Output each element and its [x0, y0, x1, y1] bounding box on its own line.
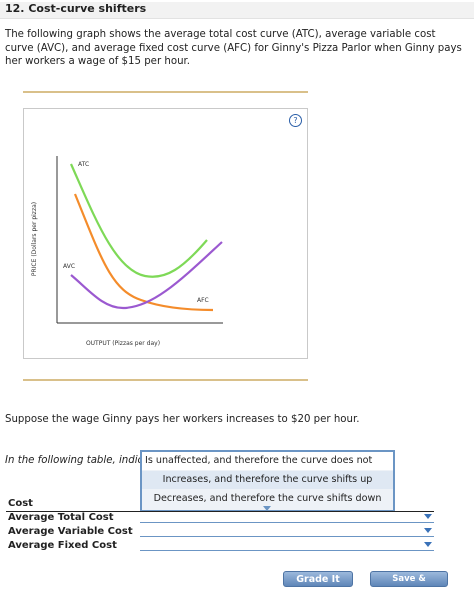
chevron-down-icon[interactable]	[424, 514, 432, 519]
table-instructions: In the following table, indica	[5, 455, 143, 466]
table-header-cost: Cost	[8, 498, 33, 509]
x-axis-label: OUTPUT (Pizzas per day)	[86, 340, 160, 347]
avc-curve	[70, 241, 223, 310]
afc-curve	[73, 193, 214, 312]
save-continue-button[interactable]: Save & Continue	[370, 571, 448, 599]
y-axis-label: PRICE (Dollars per pizza)	[31, 202, 38, 276]
question-intro: The following graph shows the average to…	[5, 29, 462, 68]
chevron-down-icon[interactable]	[424, 542, 432, 547]
grade-it-now-button[interactable]: Grade It Now	[283, 571, 353, 601]
afc-label: AFC	[197, 297, 209, 304]
help-icon[interactable]: ?	[289, 114, 302, 127]
graph-panel	[23, 108, 308, 359]
cost-curves-graph: PRICE (Dollars per pizza) OUTPUT (Pizzas…	[31, 156, 223, 347]
atc-curve	[69, 163, 208, 278]
chevron-down-icon[interactable]	[424, 528, 432, 533]
row-label-atc: Average Total Cost	[8, 512, 114, 523]
scenario-text: Suppose the wage Ginny pays her workers …	[5, 414, 360, 425]
option-decreases[interactable]: Decreases, and therefore the curve shift…	[153, 493, 382, 504]
shift-dropdown-menu[interactable]: Is unaffected, and therefore the curve d…	[140, 450, 395, 512]
row-label-avc: Average Variable Cost	[8, 526, 133, 537]
row-select-avc[interactable]	[140, 536, 434, 537]
option-unaffected[interactable]: Is unaffected, and therefore the curve d…	[142, 452, 393, 484]
avc-label: AVC	[63, 263, 75, 270]
question-title: 12. Cost-curve shifters	[0, 2, 474, 19]
table-header-rule	[6, 511, 434, 512]
dropdown-pointer-icon	[263, 506, 271, 511]
row-select-afc[interactable]	[140, 550, 434, 551]
option-increases[interactable]: Increases, and therefore the curve shift…	[142, 471, 393, 489]
row-select-atc[interactable]	[140, 522, 434, 523]
top-divider	[23, 91, 308, 93]
row-label-afc: Average Fixed Cost	[8, 540, 117, 551]
bottom-divider	[23, 379, 308, 381]
atc-label: ATC	[78, 161, 89, 168]
